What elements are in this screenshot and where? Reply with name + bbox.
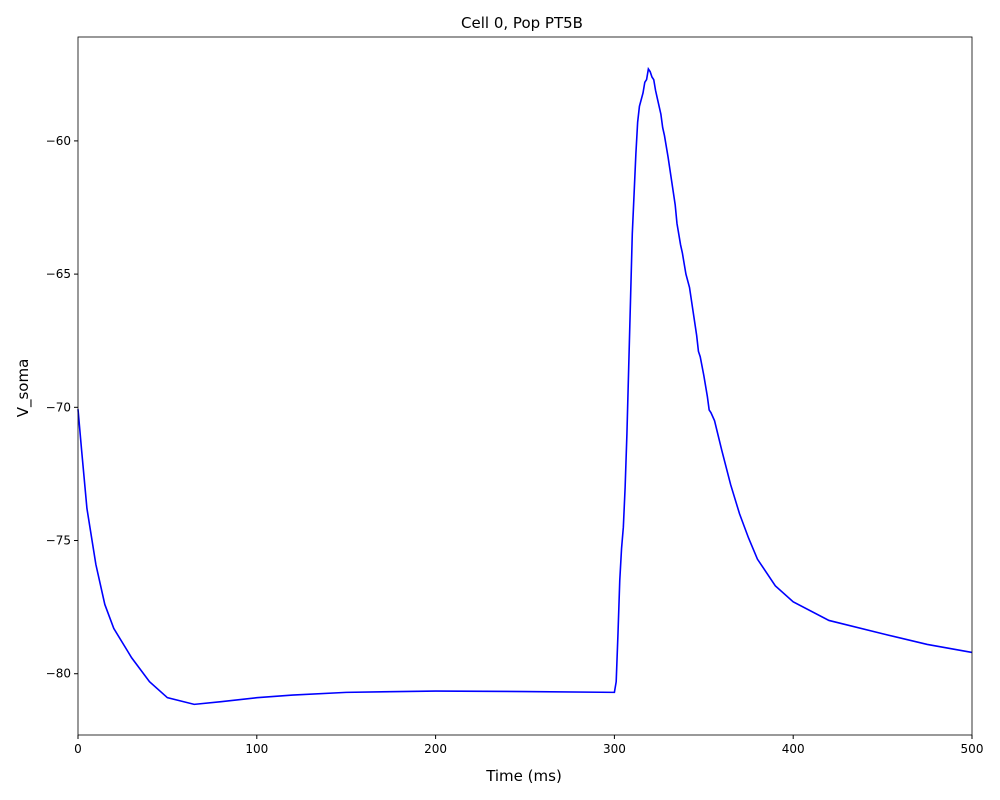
y-tick-label: −80	[46, 667, 71, 681]
x-tick-label: 100	[245, 742, 268, 756]
x-tick-label: 400	[782, 742, 805, 756]
x-tick-label: 0	[74, 742, 82, 756]
y-tick-label: −70	[46, 400, 71, 414]
chart-title: Cell 0, Pop PT5B	[461, 14, 583, 32]
plot-frame	[77, 36, 973, 736]
x-tick-label: 500	[961, 742, 984, 756]
y-tick-label: −65	[46, 267, 71, 281]
x-tick-label: 300	[603, 742, 626, 756]
x-tick-label: 200	[424, 742, 447, 756]
y-tick-label: −60	[46, 134, 71, 148]
y-tick-label: −75	[46, 534, 71, 548]
x-axis-label: Time (ms)	[485, 767, 562, 785]
line-series	[77, 66, 973, 706]
y-axis-label: V_soma	[14, 359, 33, 418]
